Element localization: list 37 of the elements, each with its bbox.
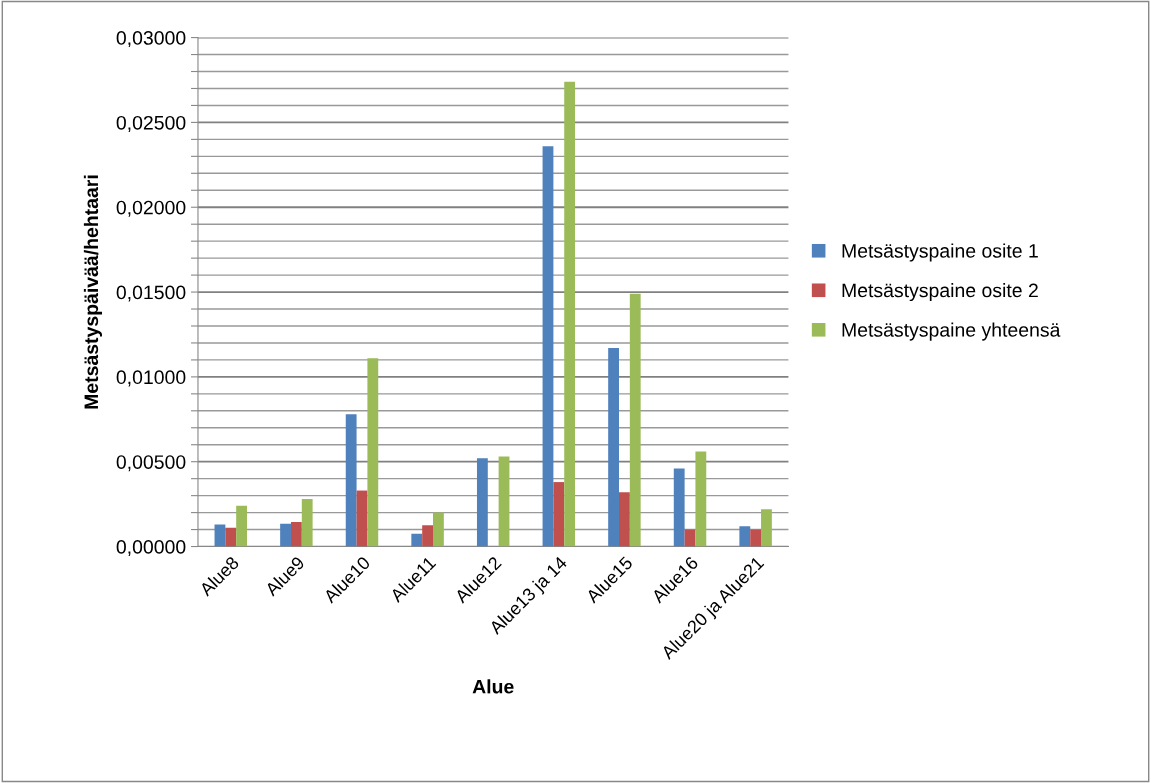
bar	[761, 509, 772, 547]
y-tick-label: 0,03000	[116, 31, 186, 48]
legend-label: Metsästyspaine yhteensä	[842, 322, 1061, 341]
bar	[301, 499, 313, 547]
y-tick-label: 0,02000	[116, 200, 186, 217]
bar	[629, 293, 641, 547]
bar	[225, 527, 237, 547]
bar	[498, 456, 510, 547]
bar	[564, 81, 576, 547]
bar	[214, 524, 226, 547]
bar	[280, 523, 291, 547]
bar	[290, 521, 302, 547]
bar	[236, 505, 248, 547]
bar	[608, 348, 619, 547]
bar	[356, 490, 368, 547]
bar	[476, 458, 488, 547]
bar	[422, 525, 434, 547]
legend-label: Metsästyspaine osite 2	[842, 283, 1038, 302]
bar	[411, 533, 423, 547]
bar	[367, 358, 379, 547]
y-tick-label: 0,00500	[116, 455, 186, 472]
y-axis-title: Metsästyspäivää/hehtaari	[83, 175, 102, 409]
legend-label: Metsästyspaine osite 1	[842, 243, 1038, 262]
y-tick-label: 0,00000	[116, 540, 186, 557]
bar	[695, 451, 707, 547]
bar	[433, 512, 444, 547]
bar	[673, 468, 685, 547]
y-tick-label: 0,01500	[116, 285, 186, 302]
bar	[553, 482, 565, 547]
y-tick-label: 0,02500	[116, 115, 186, 132]
x-axis-title: Alue	[472, 679, 514, 694]
bar	[739, 526, 751, 547]
bar	[619, 492, 630, 547]
y-tick-label: 0,01000	[116, 370, 186, 387]
bar	[542, 146, 554, 547]
bar	[345, 414, 357, 547]
bar	[750, 529, 762, 547]
